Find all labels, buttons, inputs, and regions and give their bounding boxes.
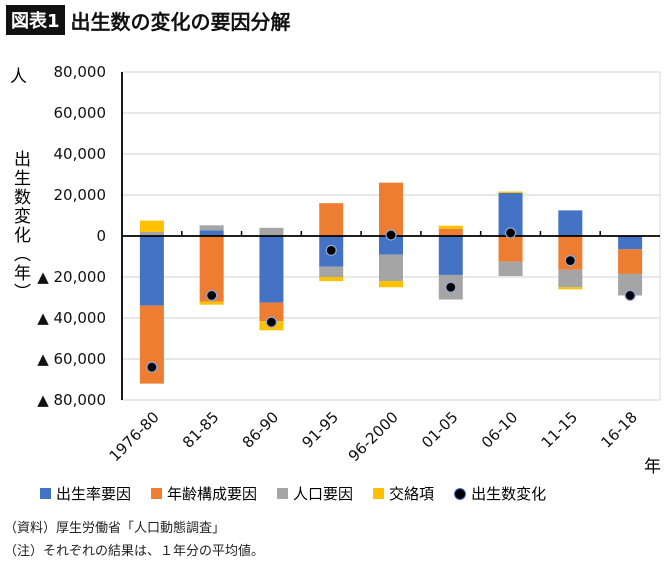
bar-segment <box>558 269 583 288</box>
y-axis-label: 出生数変化（年） <box>10 150 30 302</box>
birth-change-marker <box>564 255 576 267</box>
legend-marker <box>454 487 467 500</box>
bar-segment <box>379 254 403 282</box>
legend-swatch <box>40 488 51 499</box>
bar-segment <box>379 182 403 236</box>
bar-segment <box>139 236 164 306</box>
y-tick-label: 80,000 <box>54 63 107 81</box>
bar-segment <box>558 287 583 290</box>
bar-segment <box>379 236 403 255</box>
birth-change-marker <box>265 316 278 328</box>
birth-change-marker <box>146 361 158 373</box>
bar-segment <box>199 225 224 231</box>
legend: 出生率要因 年齢構成要因 人口要因 交絡項 出生数変化 <box>40 483 546 504</box>
x-tick-label: 06-10 <box>478 408 522 452</box>
x-tick-label: 81-85 <box>179 408 223 452</box>
bar-segment <box>319 277 344 282</box>
y-tick-label: 20,000 <box>54 186 107 204</box>
bar-segment <box>618 273 643 296</box>
bar-segment <box>498 261 523 276</box>
y-tick-label: ▲ 80,000 <box>37 391 106 409</box>
legend-item: 交絡項 <box>373 483 434 504</box>
legend-item: 年齢構成要因 <box>151 483 257 504</box>
chart-svg: 80,000 60,000 40,000 20,000 0 ▲ 20,000 ▲ 40,00… <box>37 63 661 465</box>
y-tick-label: ▲ 40,000 <box>37 309 106 327</box>
legend-item: 出生率要因 <box>40 483 131 504</box>
bar-segment <box>259 227 284 236</box>
bar-segment <box>618 249 643 274</box>
legend-item: 人口要因 <box>277 483 353 504</box>
x-tick-label: 01-05 <box>418 408 462 452</box>
bar-segment <box>438 225 463 229</box>
bar-segment <box>259 236 284 303</box>
bar-segment <box>259 302 284 322</box>
x-unit: 年 <box>644 457 661 477</box>
y-tick-label: ▲ 60,000 <box>37 350 106 368</box>
bar-segment <box>319 266 344 277</box>
birth-change-marker <box>624 289 636 302</box>
birth-change-marker <box>325 244 337 256</box>
y-tick-label: 40,000 <box>54 145 107 163</box>
y-unit: 人 <box>10 67 27 87</box>
legend-item: 出生数変化 <box>454 483 546 504</box>
x-tick-label: 96-2000 <box>345 408 402 465</box>
bar-segment <box>379 281 403 288</box>
x-tick-label: 16-18 <box>597 408 641 452</box>
bar-segment <box>498 236 523 262</box>
legend-label: 出生率要因 <box>56 485 132 503</box>
y-tick-label: 0 <box>96 227 106 245</box>
chart-title: 出生数の変化の要因分解 <box>70 9 291 34</box>
x-tick-label: 86-90 <box>239 408 283 452</box>
bar-segment <box>558 210 583 236</box>
legend-label: 人口要因 <box>293 485 354 503</box>
bar-segment <box>139 231 164 236</box>
figure-badge: 図表1 <box>6 5 65 35</box>
bar-segment <box>199 230 224 236</box>
bar-segment <box>319 203 344 236</box>
legend-label: 年齢構成要因 <box>167 485 258 503</box>
source-note: （資料）厚生労働省「人口動態調査」 <box>4 521 226 536</box>
x-tick-label: 11-15 <box>538 408 582 452</box>
x-tick-label: 1976-80 <box>106 408 163 465</box>
bar-segment <box>498 191 523 193</box>
figure-title: 図表1 出生数の変化の要因分解 <box>6 5 291 35</box>
bar-segment <box>618 236 643 250</box>
birth-change-marker <box>385 229 397 241</box>
footnote: （注）それぞれの結果は、１年分の平均値。 <box>4 544 265 559</box>
bar-segment <box>438 228 463 236</box>
birth-change-marker <box>206 289 218 302</box>
bar-segment <box>199 301 224 305</box>
birth-change-marker <box>445 281 457 293</box>
legend-swatch <box>373 488 385 499</box>
birth-change-marker <box>504 227 517 239</box>
x-tick-label: 91-95 <box>298 408 342 452</box>
legend-label: 交絡項 <box>389 485 435 503</box>
legend-label: 出生数変化 <box>471 485 547 503</box>
bar-segment <box>438 236 463 275</box>
legend-swatch <box>277 488 289 499</box>
legend-swatch <box>151 488 163 499</box>
y-tick-label: 60,000 <box>54 104 107 122</box>
y-tick-label: ▲ 20,000 <box>37 268 106 286</box>
bar-segment <box>139 220 164 232</box>
